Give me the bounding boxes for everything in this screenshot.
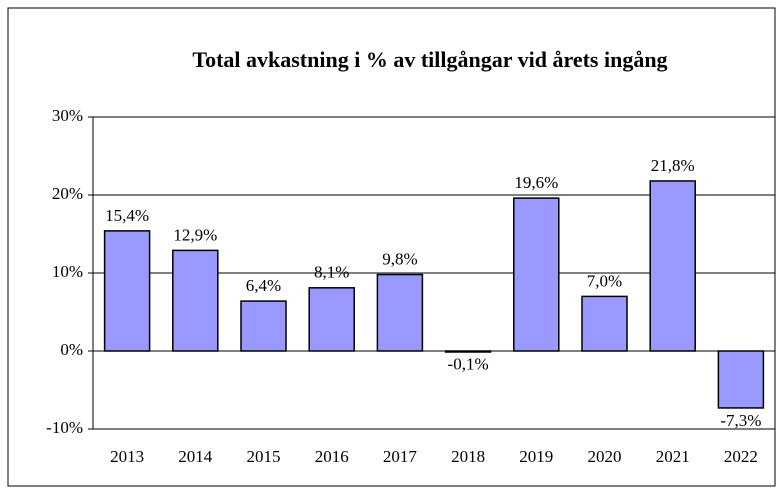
value-label: 19,6% [514, 173, 558, 192]
bar [172, 249, 219, 352]
value-label: 8,1% [314, 263, 349, 282]
bar [103, 230, 151, 352]
value-label: -0,1% [448, 355, 489, 374]
y-tick-label: 20% [52, 184, 83, 203]
bar [240, 300, 287, 352]
x-tick-label: 2017 [383, 447, 418, 466]
x-tick-label: 2019 [519, 447, 553, 466]
chart-title: Total avkastning i % av tillgångar vid å… [192, 47, 667, 72]
y-tick-label: 30% [52, 106, 83, 125]
value-label: 7,0% [587, 271, 622, 290]
x-tick-label: 2021 [656, 447, 690, 466]
value-label: 15,4% [105, 206, 149, 225]
value-label: -7,3% [720, 411, 761, 430]
x-tick-label: 2016 [315, 447, 349, 466]
y-tick-label: 10% [52, 262, 83, 281]
value-label: 21,8% [651, 156, 695, 175]
bar [649, 180, 696, 352]
bar [308, 287, 355, 352]
x-tick-label: 2018 [451, 447, 485, 466]
y-tick-label: -10% [46, 418, 83, 437]
y-tick-label: 0% [60, 340, 83, 359]
bar [581, 295, 628, 352]
value-label: 9,8% [382, 249, 417, 268]
bar [376, 273, 424, 352]
value-label: 12,9% [173, 225, 217, 244]
x-tick-label: 2014 [178, 447, 213, 466]
x-tick-label: 2013 [110, 447, 144, 466]
x-tick-label: 2020 [588, 447, 622, 466]
x-tick-label: 2022 [724, 447, 758, 466]
value-label: 6,4% [246, 276, 281, 295]
bar [717, 350, 765, 409]
x-tick-label: 2015 [247, 447, 281, 466]
bar [513, 197, 560, 352]
